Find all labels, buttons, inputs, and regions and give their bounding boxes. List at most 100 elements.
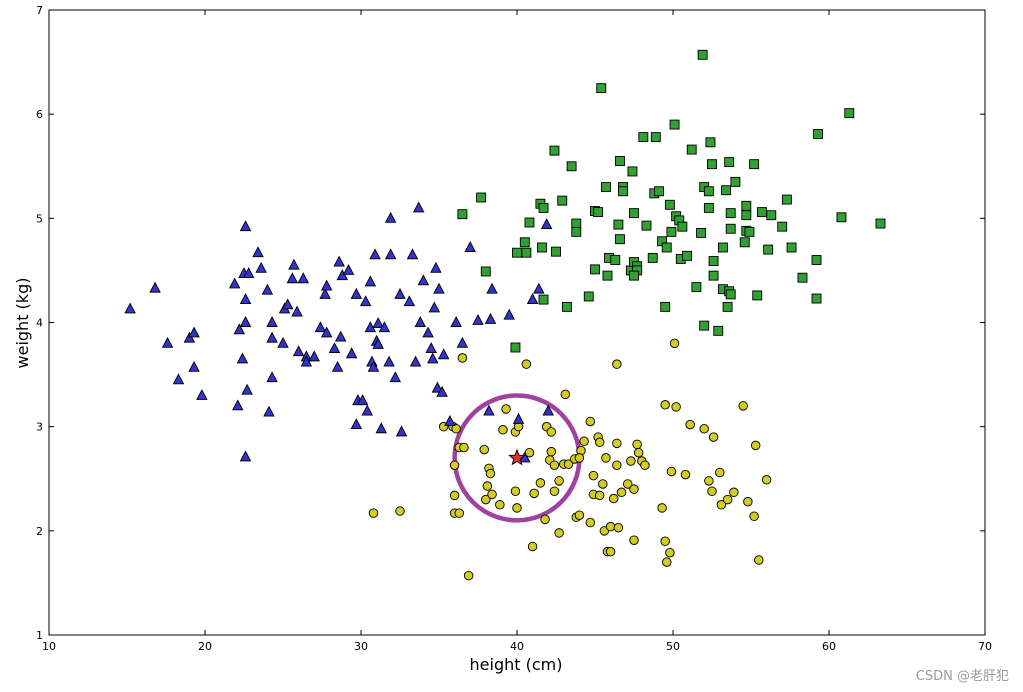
square-point <box>615 234 625 245</box>
square-point <box>590 264 600 275</box>
square-point <box>457 209 468 220</box>
circle-point <box>657 503 667 513</box>
square-point <box>721 185 731 196</box>
square-point <box>654 186 664 197</box>
square-point <box>571 218 582 229</box>
square-point <box>725 208 736 219</box>
circle-point <box>612 460 622 470</box>
square-point <box>781 194 792 205</box>
circle-point <box>616 487 627 498</box>
circle-point <box>608 493 619 504</box>
triangle-point <box>359 295 372 307</box>
circle-point <box>671 402 681 412</box>
x-tick-label: 60 <box>822 640 836 653</box>
x-tick-label: 30 <box>354 640 368 653</box>
y-tick-label: 3 <box>36 421 43 434</box>
circle-point <box>605 521 616 532</box>
triangle-point <box>378 321 391 333</box>
triangle-point <box>291 305 303 317</box>
square-point <box>717 242 728 253</box>
square-point <box>557 195 568 206</box>
square-point <box>844 108 855 119</box>
circle-point <box>540 514 550 525</box>
data-marks <box>124 49 886 581</box>
plot-area <box>48 9 986 636</box>
triangle-point <box>333 255 345 267</box>
triangle-point <box>300 355 313 367</box>
triangle-point <box>232 399 244 411</box>
triangle-point <box>183 331 196 343</box>
square-point <box>618 186 629 197</box>
circle-point <box>368 508 379 518</box>
triangle-point <box>484 312 497 324</box>
square-point <box>797 272 808 283</box>
triangle-point <box>486 282 498 294</box>
circle-point <box>563 459 574 469</box>
triangle-point <box>320 326 333 338</box>
square-point <box>741 200 752 211</box>
circle-point <box>613 522 624 533</box>
star-point <box>508 448 526 466</box>
triangle-point <box>261 283 274 295</box>
plot-border <box>48 9 986 636</box>
triangle-point <box>263 405 275 417</box>
triangle-point <box>239 450 252 462</box>
square-point <box>480 266 491 277</box>
triangle-point <box>389 371 402 383</box>
square-point <box>836 212 847 223</box>
triangle-point <box>239 220 252 232</box>
square-point <box>629 208 639 219</box>
y-axis-label: weight (kg) <box>13 278 32 369</box>
triangle-point <box>526 293 539 305</box>
square-point <box>696 227 707 238</box>
triangle-point <box>364 275 377 287</box>
square-point <box>561 301 572 312</box>
square-point <box>766 210 777 221</box>
circle-point <box>623 479 633 489</box>
triangle-point <box>433 282 445 294</box>
square-point <box>725 223 736 234</box>
circle-point <box>605 546 616 557</box>
circle-point <box>554 476 564 486</box>
triangle-point <box>350 287 363 299</box>
triangle-point <box>375 422 388 434</box>
square-point <box>602 270 613 281</box>
triangle-point <box>406 248 419 260</box>
square-point <box>615 156 625 166</box>
circle-point <box>738 401 748 411</box>
circle-point <box>481 494 491 505</box>
circle-point <box>549 486 560 497</box>
triangle-point <box>428 301 441 313</box>
y-tick-label: 6 <box>36 108 43 121</box>
circle-point <box>612 359 622 369</box>
square-point <box>703 186 714 197</box>
square-point <box>741 210 752 221</box>
triangle-point <box>188 326 200 338</box>
square-point <box>593 207 604 218</box>
circle-point <box>598 479 608 489</box>
square-point <box>708 270 719 281</box>
square-point <box>677 221 688 232</box>
triangle-point <box>172 373 185 385</box>
circle-point <box>521 359 532 369</box>
circle-point <box>482 481 493 491</box>
triangle-point <box>161 336 174 348</box>
circle-point <box>626 456 636 466</box>
triangle-point <box>367 360 380 372</box>
circle-point <box>761 475 772 485</box>
square-point <box>763 244 774 255</box>
y-tick-label: 4 <box>36 317 43 330</box>
circle-point <box>501 404 511 414</box>
circle-point <box>632 439 642 450</box>
square-point <box>811 293 822 304</box>
triangle-point <box>281 298 294 310</box>
circle-point <box>716 500 727 510</box>
triangle-point <box>342 263 355 275</box>
circle-point <box>601 453 611 463</box>
circle-point <box>699 424 709 434</box>
circle-point <box>612 438 622 449</box>
triangle-point <box>239 316 252 327</box>
circle-point <box>498 425 508 435</box>
triangle-point <box>277 336 289 348</box>
circle-point <box>546 446 557 457</box>
